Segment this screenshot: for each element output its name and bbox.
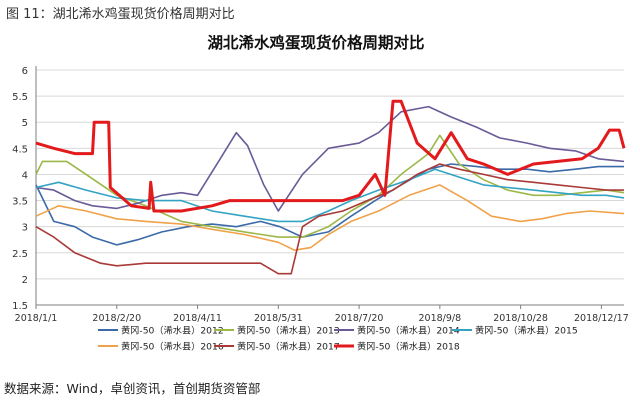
y-tick-label: 4	[22, 170, 28, 181]
grid-lines	[36, 69, 624, 280]
legend-label-2013: 黄冈-50（浠水县）2013	[237, 325, 340, 337]
series-line-2013	[35, 134, 625, 238]
y-tick-label: 3.5	[12, 197, 28, 208]
legend-label-2012: 黄冈-50（浠水县）2012	[121, 325, 224, 337]
data-source-note: 数据来源：Wind，卓创资讯，首创期货资管部	[4, 381, 261, 396]
legend-label-2016: 黄冈-50（浠水县）2016	[121, 341, 224, 353]
y-tick-label: 5	[22, 118, 28, 129]
x-tick-label: 2018/4/11	[173, 313, 222, 324]
chart-title: 湖北浠水鸡蛋现货价格周期对比	[207, 33, 424, 52]
x-tick-label: 2018/9/8	[419, 313, 462, 324]
x-tick-label: 2018/1/1	[15, 313, 58, 324]
y-tick-label: 2	[22, 275, 28, 286]
x-tick-label: 2018/12/17	[574, 313, 629, 324]
figure-caption: 图 11：湖北浠水鸡蛋现货价格周期对比	[6, 7, 235, 22]
x-tick-label: 2018/2/20	[92, 313, 141, 324]
legend: 黄冈-50（浠水县）2012 黄冈-50（浠水县）2013 黄冈-50（浠水县）20…	[98, 325, 578, 353]
series-lines	[35, 99, 626, 275]
y-tick-label: 4.5	[12, 144, 28, 155]
legend-label-2015: 黄冈-50（浠水县）2015	[475, 325, 578, 337]
series-line-2017	[35, 163, 624, 275]
series-line-2014	[35, 105, 625, 212]
series-line-2016	[35, 184, 625, 251]
y-tick-label: 5.5	[12, 92, 28, 103]
y-tick-label: 6	[22, 66, 28, 77]
legend-label-2014: 黄冈-50（浠水县）2014	[357, 325, 460, 337]
y-tick-label: 1.5	[12, 301, 28, 312]
series-line-2015	[35, 168, 625, 223]
x-tick-label: 2018/5/31	[254, 313, 303, 324]
y-tick-label: 3	[22, 223, 28, 234]
legend-label-2018: 黄冈-50（浠水县）2018	[357, 341, 460, 353]
y-tick-label: 2.5	[12, 249, 28, 260]
x-tick-label: 2018/10/28	[493, 313, 548, 324]
axes: 1.5 2 2.5 3 3.5 4 4.5 5 5.5 6 2018/1/1 2018/2/20 201…	[12, 66, 629, 324]
x-tick-label: 2018/7/20	[335, 313, 384, 324]
legend-label-2017: 黄冈-50（浠水县）2017	[237, 341, 340, 353]
series-line-2018	[35, 99, 626, 213]
